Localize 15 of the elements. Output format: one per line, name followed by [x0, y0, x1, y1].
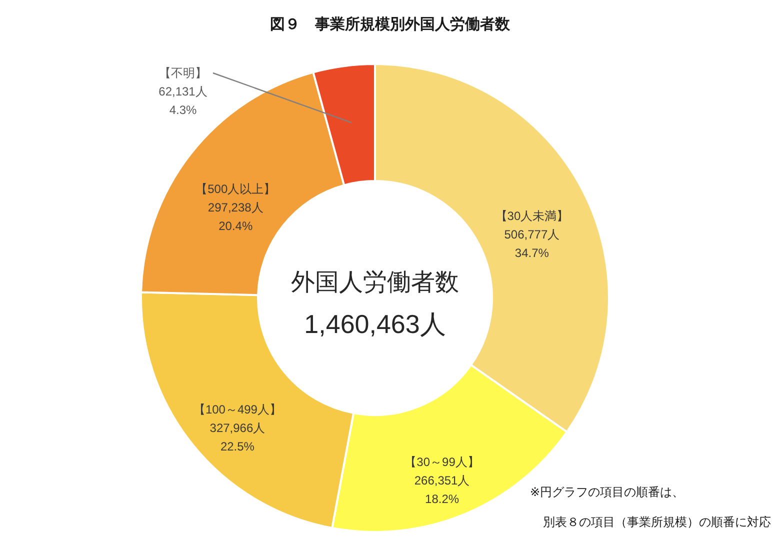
data-label: 327,966人 22.5%: [210, 420, 266, 454]
data-label: 62,131人 4.3%: [158, 84, 208, 117]
text: 別表８の項目（事業所規模）の順番に対応: [543, 515, 771, 529]
data-label: 297,238人 20.4%: [208, 200, 264, 233]
slice-label: 【30～99人】: [404, 454, 480, 469]
text: ※円グラフの項目の順番は、: [530, 485, 684, 499]
slice-label: 【500人以上】: [196, 182, 276, 196]
slice-label: 【100～499人】: [193, 402, 282, 416]
chart-title: 図９ 事業所規模別外国人労働者数: [270, 16, 511, 33]
data-label: 506,777人 34.7%: [504, 228, 560, 260]
text: 1,460,463人: [304, 309, 446, 339]
text: 外国人労働者数: [291, 269, 459, 296]
data-label: 266,351人 18.2%: [414, 473, 470, 506]
slice-label: 【30人未満】: [495, 209, 569, 224]
slice-label: 【不明】: [159, 66, 207, 80]
